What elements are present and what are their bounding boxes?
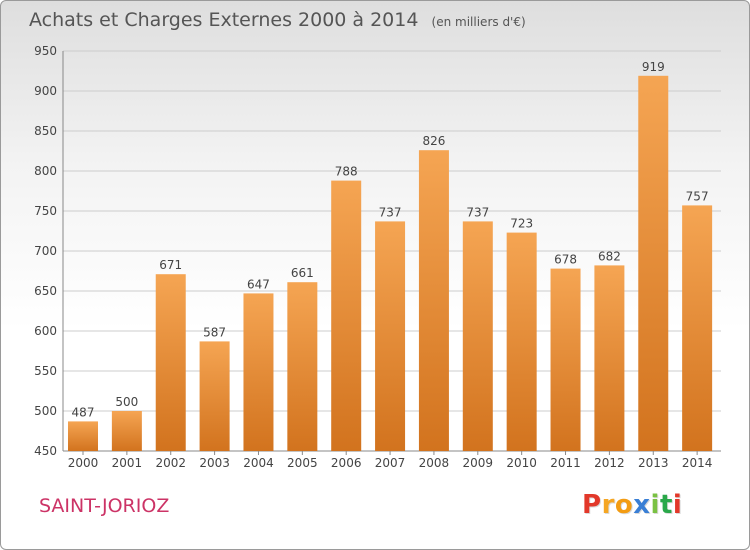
bar xyxy=(418,150,449,451)
x-tick-label: 2011 xyxy=(550,456,581,470)
x-tick-label: 2001 xyxy=(112,456,143,470)
x-tick-label: 2014 xyxy=(682,456,713,470)
x-tick-label: 2007 xyxy=(375,456,406,470)
bar xyxy=(68,421,98,451)
y-tick-label: 800 xyxy=(34,164,57,178)
x-tick-label: 2008 xyxy=(419,456,450,470)
bar-value-label: 500 xyxy=(115,395,138,409)
bar xyxy=(331,180,362,451)
x-tick-label: 2009 xyxy=(463,456,494,470)
y-tick-label: 950 xyxy=(34,44,57,58)
y-tick-label: 650 xyxy=(34,284,57,298)
logo-letter: i xyxy=(672,490,683,520)
bar xyxy=(111,411,142,451)
bar-value-label: 723 xyxy=(510,217,533,231)
y-tick-label: 750 xyxy=(34,204,57,218)
bar xyxy=(199,341,230,451)
x-tick-label: 2013 xyxy=(638,456,669,470)
y-tick-label: 550 xyxy=(34,364,57,378)
bar-value-label: 682 xyxy=(598,249,621,263)
bar xyxy=(594,265,625,451)
bar xyxy=(243,293,274,451)
bar-value-label: 647 xyxy=(247,277,270,291)
bar xyxy=(506,232,537,451)
x-tick-label: 2002 xyxy=(155,456,186,470)
y-tick-label: 500 xyxy=(34,404,57,418)
x-tick-label: 2004 xyxy=(243,456,274,470)
bar xyxy=(462,221,493,451)
bar-value-label: 737 xyxy=(466,205,489,219)
x-tick-label: 2012 xyxy=(594,456,625,470)
logo-letter: t xyxy=(659,490,673,520)
bar-value-label: 671 xyxy=(159,258,182,272)
bar-value-label: 678 xyxy=(554,253,577,267)
bar-value-label: 487 xyxy=(72,405,95,419)
y-tick-label: 900 xyxy=(34,84,57,98)
logo-letter: x xyxy=(633,490,651,520)
bar-value-label: 737 xyxy=(379,205,402,219)
logo-letter: i xyxy=(650,490,660,520)
y-tick-label: 700 xyxy=(34,244,57,258)
bar xyxy=(375,221,406,451)
bar-value-label: 788 xyxy=(335,165,358,179)
bar xyxy=(287,282,318,451)
proxiti-logo: Proxiti xyxy=(582,490,682,520)
bar-value-label: 587 xyxy=(203,325,226,339)
chart-title: Achats et Charges Externes 2000 à 2014 xyxy=(29,9,419,31)
y-tick-label: 450 xyxy=(34,444,57,458)
x-tick-label: 2005 xyxy=(287,456,318,470)
chart-title-block: Achats et Charges Externes 2000 à 2014 (… xyxy=(29,9,526,31)
y-tick-label: 850 xyxy=(34,124,57,138)
x-tick-label: 2006 xyxy=(331,456,362,470)
bar xyxy=(155,274,186,451)
bar-value-label: 919 xyxy=(642,60,665,74)
logo-letter: P xyxy=(582,490,602,520)
x-tick-label: 2000 xyxy=(68,456,99,470)
logo-letter: r xyxy=(601,490,615,520)
bar xyxy=(550,268,581,451)
bar xyxy=(682,205,713,451)
chart-unit-label: (en milliers d'€) xyxy=(431,15,526,29)
city-name: SAINT-JORIOZ xyxy=(39,495,170,517)
y-tick-label: 600 xyxy=(34,324,57,338)
bar-value-label: 826 xyxy=(422,134,445,148)
bar-value-label: 661 xyxy=(291,266,314,280)
bar-value-label: 757 xyxy=(686,189,709,203)
x-tick-label: 2003 xyxy=(199,456,230,470)
x-tick-label: 2010 xyxy=(506,456,537,470)
logo-letter: o xyxy=(614,490,634,520)
bar xyxy=(638,75,669,452)
